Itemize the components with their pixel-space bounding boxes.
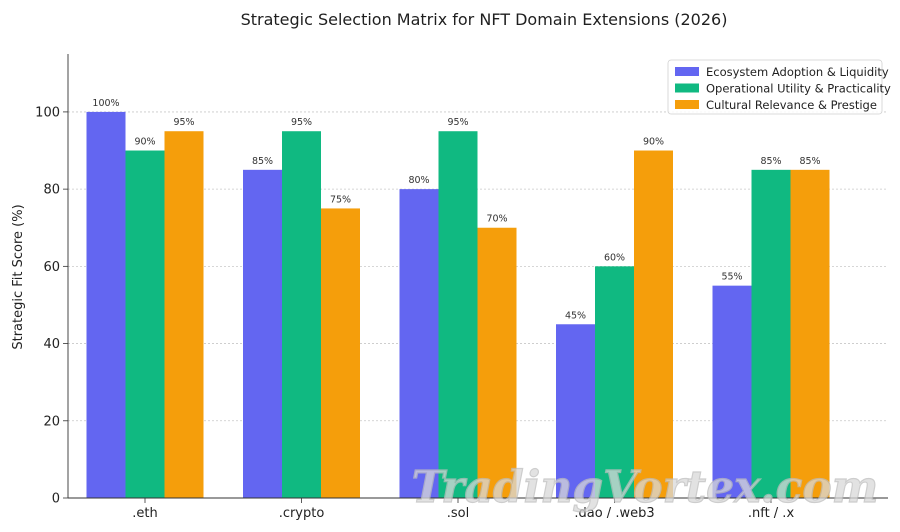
x-tick-label: .eth xyxy=(132,506,157,521)
bar xyxy=(86,111,126,499)
bar xyxy=(790,169,830,498)
x-tick-label: .sol xyxy=(447,506,469,521)
bar xyxy=(282,131,321,498)
x-tick-label: .crypto xyxy=(279,506,325,521)
y-axis-label: Strategic Fit Score (%) xyxy=(11,204,26,349)
data-label: 45% xyxy=(565,310,586,321)
x-tick-label: .nft / .x xyxy=(748,506,795,521)
legend-entry: Operational Utility & Practicality xyxy=(706,82,891,96)
bars: 100% 90% 95% 85% 95% 75% 80% 95% 70% 45% 60% 90% 55%… xyxy=(86,98,830,499)
data-label: 70% xyxy=(486,214,507,225)
data-label: 100% xyxy=(92,98,119,109)
legend-swatch xyxy=(675,67,699,76)
bar xyxy=(399,189,439,498)
x-tick-label: .dao / .web3 xyxy=(574,506,654,521)
y-tick-label: 40 xyxy=(43,337,60,352)
data-label: 95% xyxy=(291,117,312,128)
bar xyxy=(438,131,478,498)
bar xyxy=(751,169,791,498)
legend-box xyxy=(667,59,883,115)
y-tick-label: 80 xyxy=(43,183,60,198)
legend-entry: Ecosystem Adoption & Liquidity xyxy=(706,65,889,79)
data-label: 90% xyxy=(643,137,664,148)
data-label: 85% xyxy=(799,156,820,167)
data-label: 85% xyxy=(252,156,273,167)
watermark: TradingVortex.com xyxy=(412,462,879,513)
bar xyxy=(321,208,360,498)
data-label: 60% xyxy=(604,252,625,263)
data-label: 90% xyxy=(134,137,155,148)
legend-entry: Cultural Relevance & Prestige xyxy=(706,98,877,112)
data-label: 55% xyxy=(721,272,742,283)
y-tick-label: 100 xyxy=(35,105,60,120)
axes: 0 20 40 60 80 100 .eth .crypto .sol .dao / .web3.… xyxy=(35,54,888,521)
data-label: 80% xyxy=(408,175,429,186)
y-tick-label: 0 xyxy=(52,492,60,507)
bar xyxy=(556,324,595,498)
legend-swatch xyxy=(675,100,699,109)
data-label: 85% xyxy=(760,156,781,167)
legend: Ecosystem Adoption & Liquidity Operationa… xyxy=(667,59,891,115)
data-label: 95% xyxy=(173,117,194,128)
bar xyxy=(712,285,752,498)
bar xyxy=(164,131,204,498)
data-label: 75% xyxy=(330,194,351,205)
bar xyxy=(595,266,634,498)
bar xyxy=(634,150,673,499)
chart-title: Strategic Selection Matrix for NFT Domai… xyxy=(241,10,728,29)
y-tick-label: 20 xyxy=(43,414,60,429)
bar xyxy=(477,227,517,498)
y-tick-label: 60 xyxy=(43,260,60,275)
data-label: 95% xyxy=(447,117,468,128)
bar xyxy=(125,150,165,499)
legend-swatch xyxy=(675,83,699,93)
bar xyxy=(243,169,282,498)
